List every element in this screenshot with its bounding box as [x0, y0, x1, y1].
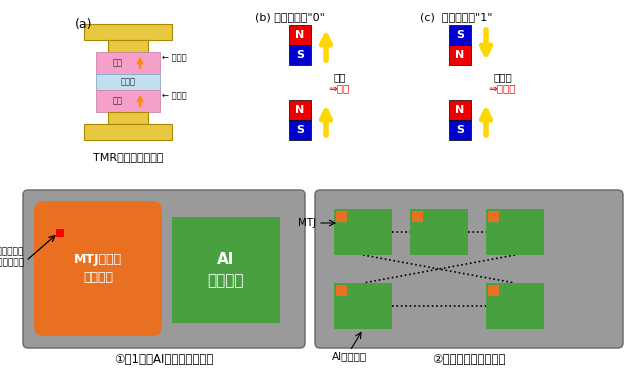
Text: TMR素子の断面構造: TMR素子の断面構造 — [93, 152, 163, 162]
Text: ①第1世代AIチップでの応用: ①第1世代AIチップでの応用 — [114, 353, 214, 366]
Text: ⇒安定: ⇒安定 — [328, 83, 349, 93]
Text: S: S — [456, 125, 464, 135]
FancyBboxPatch shape — [315, 190, 623, 348]
Bar — [336, 211, 347, 222]
Bar — [486, 209, 544, 255]
Bar — [96, 74, 160, 90]
Bar — [488, 285, 499, 296]
Text: N: N — [455, 105, 465, 115]
Bar — [84, 24, 172, 40]
Text: 引力: 引力 — [334, 72, 347, 82]
Bar — [410, 209, 468, 255]
Bar — [449, 45, 471, 65]
Text: 障壁層: 障壁層 — [120, 78, 135, 86]
Bar — [56, 229, 64, 237]
Text: ← 参照層: ← 参照層 — [162, 91, 186, 101]
Text: N: N — [455, 50, 465, 60]
Bar — [289, 25, 311, 45]
Text: N: N — [295, 30, 305, 40]
Text: ← 記録層: ← 記録層 — [162, 53, 186, 63]
Bar — [336, 285, 347, 296]
Bar — [108, 40, 148, 52]
Text: (a): (a) — [75, 18, 93, 31]
Text: (b) ビット情報"0": (b) ビット情報"0" — [255, 12, 325, 22]
Text: S: S — [296, 50, 304, 60]
Bar — [449, 120, 471, 140]
Text: アクセスして
稼働している部分: アクセスして 稼働している部分 — [0, 247, 24, 267]
Text: S: S — [296, 125, 304, 135]
Bar — [96, 90, 160, 112]
Text: (c)  ビット情報"1": (c) ビット情報"1" — [420, 12, 493, 22]
Text: AI
ロジック: AI ロジック — [208, 252, 244, 288]
Text: MTJ: MTJ — [298, 218, 316, 228]
Text: ②脳型チップでの応用: ②脳型チップでの応用 — [432, 353, 506, 366]
Text: MTJ素子の
メモリー: MTJ素子の メモリー — [74, 253, 122, 284]
Bar — [449, 25, 471, 45]
Bar — [108, 112, 148, 124]
Text: 反発力: 反発力 — [494, 72, 513, 82]
Text: 磁石: 磁石 — [113, 96, 123, 106]
Bar — [289, 45, 311, 65]
Text: ⇒不安定: ⇒不安定 — [488, 83, 515, 93]
Text: N: N — [295, 105, 305, 115]
Bar — [289, 120, 311, 140]
Bar — [488, 211, 499, 222]
Bar — [172, 217, 280, 323]
Text: S: S — [456, 30, 464, 40]
Text: AIロジック: AIロジック — [332, 351, 367, 361]
FancyBboxPatch shape — [23, 190, 305, 348]
Bar — [96, 52, 160, 74]
Text: 磁石: 磁石 — [113, 58, 123, 68]
Bar — [486, 283, 544, 329]
Bar — [84, 124, 172, 140]
Bar — [334, 283, 392, 329]
Bar — [334, 209, 392, 255]
Bar — [412, 211, 423, 222]
Bar — [449, 100, 471, 120]
Bar — [289, 100, 311, 120]
FancyBboxPatch shape — [34, 201, 162, 336]
